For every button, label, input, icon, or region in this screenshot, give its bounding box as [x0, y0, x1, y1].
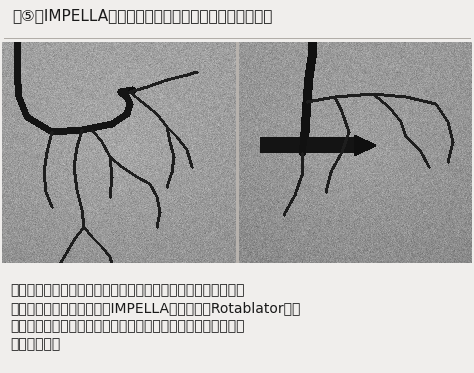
Text: に対して補助循環デバイスIMPELLAを挿入し、Rotablatorで左: に対して補助循環デバイスIMPELLAを挿入し、Rotablatorで左 [10, 301, 301, 315]
Text: 図⑤：IMPELLAを使用した冠動脈インターベンション術: 図⑤：IMPELLAを使用した冠動脈インターベンション術 [12, 8, 273, 23]
Text: 右冠動脈慢性完全閉塞病変のある患者様の左冠動脈主幹部病変: 右冠動脈慢性完全閉塞病変のある患者様の左冠動脈主幹部病変 [10, 283, 245, 297]
Bar [236, 42, 239, 263]
Text: 冠動脈主幹部から前下行枝にかけて石灰化切除後にステント留: 冠動脈主幹部から前下行枝にかけて石灰化切除後にステント留 [10, 319, 245, 333]
Text: 置を行った。: 置を行った。 [10, 337, 60, 351]
